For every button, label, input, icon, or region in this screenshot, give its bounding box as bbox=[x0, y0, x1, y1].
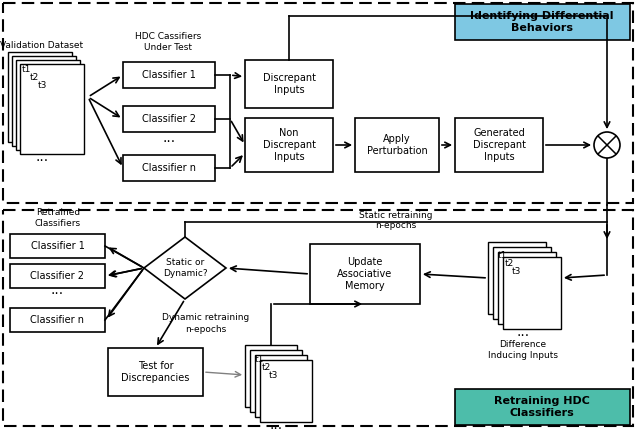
Bar bbox=[10, 264, 105, 288]
Bar bbox=[123, 155, 215, 181]
Text: Identifying Differential
Behaviors: Identifying Differential Behaviors bbox=[470, 11, 614, 33]
Bar bbox=[12, 56, 76, 146]
Text: Retraining HDC
Classifiers: Retraining HDC Classifiers bbox=[494, 396, 590, 418]
Text: n-epochs: n-epochs bbox=[376, 221, 417, 230]
Circle shape bbox=[594, 132, 620, 158]
Text: ...: ... bbox=[51, 283, 64, 297]
Bar bbox=[10, 308, 105, 332]
Text: Static or
Dynamic?: Static or Dynamic? bbox=[163, 258, 207, 278]
Bar bbox=[455, 4, 630, 40]
Text: n-epochs: n-epochs bbox=[185, 324, 226, 333]
Text: Test for
Discrepancies: Test for Discrepancies bbox=[122, 361, 189, 383]
Text: t3: t3 bbox=[512, 268, 522, 277]
Bar bbox=[245, 345, 297, 407]
Text: Generated
Discrepant
Inputs: Generated Discrepant Inputs bbox=[472, 128, 525, 162]
Bar bbox=[123, 62, 215, 88]
Text: Update
Associative
Memory: Update Associative Memory bbox=[337, 257, 392, 290]
Bar bbox=[123, 106, 215, 132]
Text: Classifier n: Classifier n bbox=[31, 315, 84, 325]
Text: t2: t2 bbox=[30, 73, 39, 82]
Bar bbox=[355, 118, 439, 172]
Bar bbox=[488, 242, 546, 314]
Text: t3: t3 bbox=[269, 371, 278, 380]
Bar bbox=[260, 360, 312, 422]
Bar bbox=[3, 3, 633, 203]
Bar bbox=[455, 118, 543, 172]
Text: ...: ... bbox=[163, 131, 175, 145]
Text: Classifier 1: Classifier 1 bbox=[142, 70, 196, 80]
Bar bbox=[493, 247, 551, 319]
Text: ...: ... bbox=[516, 325, 529, 339]
Bar bbox=[498, 252, 556, 324]
Polygon shape bbox=[144, 237, 226, 299]
Bar bbox=[10, 234, 105, 258]
Text: Classifier 2: Classifier 2 bbox=[142, 114, 196, 124]
Bar bbox=[245, 60, 333, 108]
Bar bbox=[20, 64, 84, 154]
Text: Dynamic retraining: Dynamic retraining bbox=[162, 312, 249, 321]
Text: Retrained
Classifiers: Retrained Classifiers bbox=[35, 208, 81, 228]
Text: ...: ... bbox=[35, 150, 49, 164]
Text: t1: t1 bbox=[498, 251, 508, 260]
Bar bbox=[310, 244, 420, 304]
Text: t3: t3 bbox=[38, 81, 47, 90]
Bar bbox=[16, 60, 80, 150]
Bar bbox=[250, 350, 302, 412]
Text: Static retraining: Static retraining bbox=[359, 211, 433, 220]
Bar bbox=[3, 210, 633, 426]
Text: Apply
Perturbation: Apply Perturbation bbox=[367, 134, 428, 156]
Text: t1: t1 bbox=[255, 354, 264, 363]
Text: t1: t1 bbox=[22, 65, 31, 74]
Text: Classifier 1: Classifier 1 bbox=[31, 241, 84, 251]
Text: Classifier n: Classifier n bbox=[142, 163, 196, 173]
Text: Non
Discrepant
Inputs: Non Discrepant Inputs bbox=[262, 128, 316, 162]
Bar bbox=[108, 348, 203, 396]
Bar bbox=[503, 257, 561, 329]
Text: Classifier 2: Classifier 2 bbox=[31, 271, 84, 281]
Text: t2: t2 bbox=[505, 260, 515, 269]
Text: t2: t2 bbox=[262, 363, 271, 372]
Bar bbox=[455, 389, 630, 425]
Bar bbox=[245, 118, 333, 172]
Bar bbox=[255, 355, 307, 417]
Text: HDC Cassifiers
Under Test: HDC Cassifiers Under Test bbox=[135, 32, 201, 52]
Text: Discrepant
Inputs: Discrepant Inputs bbox=[262, 73, 316, 95]
Text: Validation Dataset: Validation Dataset bbox=[1, 42, 84, 51]
Text: Difference
Inducing Inputs: Difference Inducing Inputs bbox=[488, 340, 558, 360]
Bar bbox=[8, 52, 72, 142]
Text: ...: ... bbox=[269, 418, 283, 429]
